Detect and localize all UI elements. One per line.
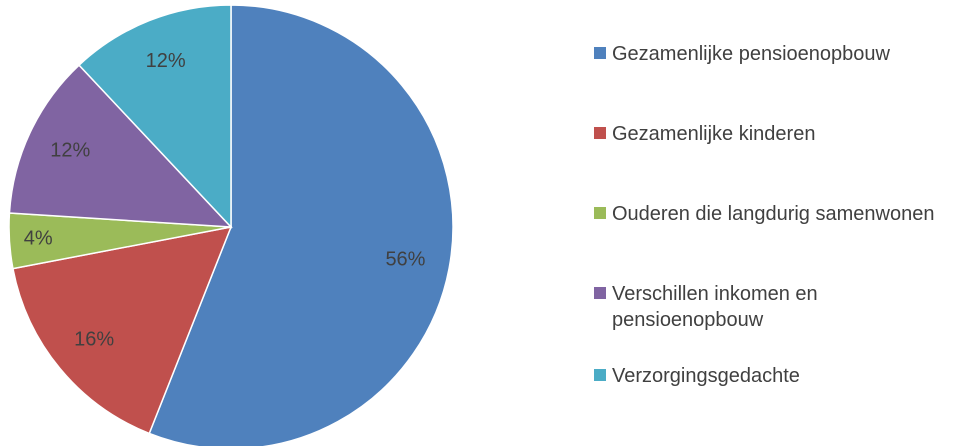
data-label: 12% xyxy=(50,140,90,162)
data-label: 4% xyxy=(24,227,53,249)
data-label: 12% xyxy=(146,50,186,72)
legend-label: Gezamenlijke kinderen xyxy=(612,123,816,145)
legend-label: Verschillen inkomen en pensioenopbouw xyxy=(612,283,818,331)
legend-label: Verzorgingsgedachte xyxy=(612,365,800,387)
legend-label: Gezamenlijke pensioenopbouw xyxy=(612,43,890,65)
pie-slice xyxy=(12,226,233,435)
legend-item: Verzorgingsgedachte xyxy=(594,363,974,389)
legend-item: Gezamenlijke kinderen xyxy=(594,121,974,147)
data-label: 56% xyxy=(385,249,425,271)
data-label: 16% xyxy=(74,328,114,350)
pie-slice xyxy=(77,4,232,229)
legend-swatch xyxy=(594,287,606,299)
legend-item: Gezamenlijke pensioenopbouw xyxy=(594,41,974,67)
legend-swatch xyxy=(594,47,606,59)
pie-slice xyxy=(8,64,233,228)
pie-slice xyxy=(148,4,454,446)
legend-item: Verschillen inkomen en pensioenopbouw xyxy=(594,281,974,333)
legend-swatch xyxy=(594,207,606,219)
legend-item: Ouderen die langdurig samenwonen xyxy=(594,201,974,227)
legend-label: Ouderen die langdurig samenwonen xyxy=(612,203,935,225)
legend-swatch xyxy=(594,127,606,139)
legend-swatch xyxy=(594,369,606,381)
